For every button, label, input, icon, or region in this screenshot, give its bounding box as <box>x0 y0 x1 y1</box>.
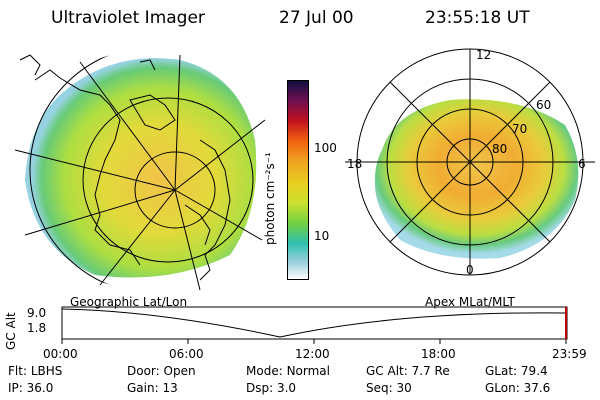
lat-label-80: 80 <box>492 142 508 156</box>
info-glat: GLat: 79.4 <box>485 364 548 378</box>
color-bar <box>287 80 309 280</box>
mlt-label-0: 0 <box>466 263 474 277</box>
left-grid <box>14 52 266 291</box>
mlt-label-18: 18 <box>347 157 363 171</box>
altitude-tick-1-8: 1.8 <box>27 321 47 335</box>
mlt-label-12: 12 <box>476 48 492 62</box>
time-tick-0000: 00:00 <box>43 347 78 361</box>
info-gc-alt: GC Alt: 7.7 Re <box>366 364 450 378</box>
colorbar-tick-10: 10 <box>314 229 330 243</box>
info-seq: Seq: 30 <box>366 381 412 395</box>
info-glon: GLon: 37.6 <box>485 381 551 395</box>
lat-label-70: 70 <box>512 122 528 136</box>
info-dsp: Dsp: 3.0 <box>246 381 297 395</box>
instrument-title: Ultraviolet Imager <box>51 8 205 28</box>
mlt-label-6: 6 <box>578 157 586 171</box>
info-ip: IP: 36.0 <box>8 381 54 395</box>
time-ticks <box>61 339 567 344</box>
info-mode: Mode: Normal <box>246 364 330 378</box>
right-map-caption: Apex MLat/MLT <box>425 295 515 309</box>
left-coastlines <box>19 54 231 281</box>
time-tick-1200: 12:00 <box>295 347 330 361</box>
colorbar-tick-100: 100 <box>314 141 337 155</box>
left-map-caption: Geographic Lat/Lon <box>70 295 188 309</box>
date-label: 27 Jul 00 <box>279 8 354 28</box>
info-flt: Flt: LBHS <box>8 364 63 378</box>
time-tick-0600: 06:00 <box>169 347 204 361</box>
altitude-tick-9: 9.0 <box>27 306 47 320</box>
time-tick-2359: 23:59 <box>552 347 587 361</box>
altitude-frame <box>61 306 568 340</box>
polar-grid <box>345 48 595 276</box>
time-label: 23:55:18 UT <box>425 8 530 28</box>
info-door: Door: Open <box>127 364 196 378</box>
altitude-curve <box>61 308 567 338</box>
time-tick-1800: 18:00 <box>421 347 456 361</box>
info-gain: Gain: 13 <box>127 381 178 395</box>
left-aurora-image <box>25 58 257 278</box>
lat-label-60: 60 <box>536 98 552 112</box>
